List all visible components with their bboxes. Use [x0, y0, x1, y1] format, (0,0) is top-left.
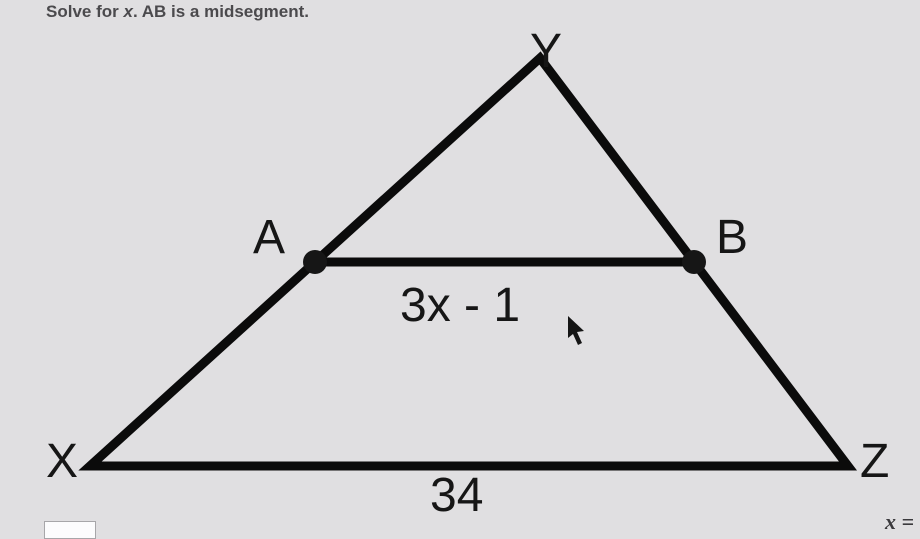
mouse-cursor-icon [568, 316, 584, 345]
triangle-svg [40, 28, 880, 506]
prompt-suffix: . AB is a midsegment. [133, 2, 309, 21]
midsegment-expression: 3x - 1 [400, 278, 520, 333]
vertex-label-b: B [716, 210, 748, 265]
vertex-label-a: A [253, 210, 285, 265]
answer-input[interactable] [44, 521, 96, 539]
geometry-diagram: Y A B X Z 3x - 1 34 [40, 28, 880, 506]
question-prompt: Solve for x. AB is a midsegment. [46, 2, 309, 22]
prompt-prefix: Solve for [46, 2, 123, 21]
prompt-variable: x [123, 2, 132, 21]
vertex-label-x: X [46, 434, 78, 489]
point-a-dot [303, 250, 327, 274]
answer-prompt-label: x = [885, 509, 914, 535]
vertex-label-y: Y [530, 24, 562, 79]
base-length-label: 34 [430, 468, 483, 523]
vertex-label-z: Z [860, 434, 889, 489]
point-b-dot [682, 250, 706, 274]
page-root: Solve for x. AB is a midsegment. Y A B X… [0, 0, 920, 539]
